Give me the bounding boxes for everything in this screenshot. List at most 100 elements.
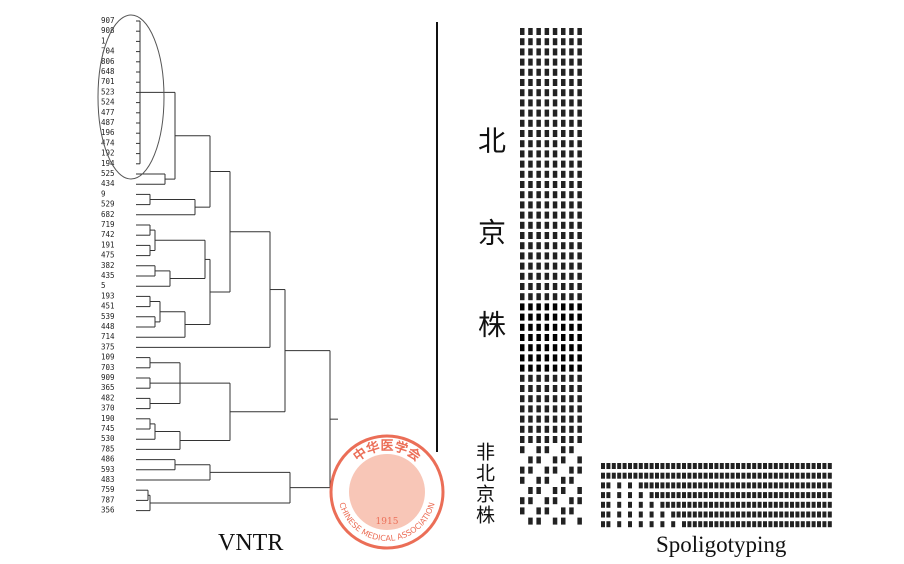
spoligo-dash: [725, 463, 729, 469]
spoligo-dash: [553, 222, 558, 229]
spoligo-dash: [553, 181, 558, 188]
spoligo-dash: [741, 482, 745, 488]
strain-label: 109: [101, 353, 115, 362]
non-beijing-label: 非北京株: [474, 442, 493, 526]
spoligo-dash: [736, 521, 740, 527]
spoligo-dash: [806, 521, 810, 527]
spoligo-dash: [650, 521, 654, 527]
spoligo-dash: [731, 492, 735, 498]
spoligo-dash: [806, 502, 810, 508]
spoligo-dash: [682, 473, 686, 479]
spoligo-dash: [536, 263, 541, 270]
spoligo-dash: [639, 521, 643, 527]
spoligo-dash: [752, 482, 756, 488]
spoligo-dash: [553, 497, 558, 504]
spoligo-dash: [633, 463, 637, 469]
spoligo-dash: [720, 512, 724, 518]
spoligo-dash: [528, 89, 533, 96]
strain-label: 191: [101, 240, 115, 249]
spoligo-dash: [520, 416, 525, 423]
spoligo-dash: [577, 273, 582, 280]
spoligo-dash: [709, 502, 713, 508]
spoligo-dash: [561, 150, 566, 157]
spoligo-dash: [704, 473, 708, 479]
spoligo-dash: [561, 38, 566, 45]
spoligo-dash: [520, 161, 525, 168]
spoligo-dash: [577, 28, 582, 35]
spoligo-dash: [660, 502, 664, 508]
spoligo-dash: [671, 502, 675, 508]
spoligo-dash: [528, 252, 533, 259]
spoligo-dash: [822, 512, 826, 518]
spoligo-dash: [606, 482, 610, 488]
spoligo-dash: [795, 521, 799, 527]
spoligo-dash: [606, 463, 610, 469]
spoligo-dash: [569, 212, 574, 219]
spoligo-dash: [520, 222, 525, 229]
spoligo-dash: [577, 99, 582, 106]
spoligo-dash: [763, 502, 767, 508]
spoligo-dash: [561, 365, 566, 372]
spoligo-dash: [569, 395, 574, 402]
spoligo-dash: [536, 426, 541, 433]
spoligo-dash: [709, 473, 713, 479]
spoligo-dash: [617, 482, 621, 488]
spoligo-dash: [569, 314, 574, 321]
spoligo-dash: [536, 446, 541, 453]
spoligo-dash: [795, 512, 799, 518]
spoligo-dash: [536, 79, 541, 86]
strain-label: 909: [101, 373, 115, 382]
spoligo-dash: [698, 482, 702, 488]
spoligo-dash: [545, 201, 550, 208]
spoligo-dash: [601, 502, 605, 508]
spoligo-dash: [520, 314, 525, 321]
spoligo-dash: [553, 303, 558, 310]
spoligo-dash: [561, 477, 566, 484]
spoligo-dash: [817, 512, 821, 518]
spoligo-dash: [545, 507, 550, 514]
spoligo-dash: [822, 492, 826, 498]
spoligo-dash: [545, 324, 550, 331]
spoligo-dash: [553, 99, 558, 106]
spoligo-dash: [704, 482, 708, 488]
spoligo-dash: [528, 59, 533, 66]
spoligo-dash: [545, 69, 550, 76]
spoligo-dash: [536, 232, 541, 239]
spoligo-dash: [671, 473, 675, 479]
spoligo-dash: [828, 492, 832, 498]
spoligo-dash: [528, 416, 533, 423]
spoligo-dash: [528, 110, 533, 117]
spoligo-dash: [666, 482, 670, 488]
spoligo-dash: [561, 28, 566, 35]
spoligo-dash: [747, 521, 751, 527]
strain-label: 745: [101, 424, 115, 433]
spoligo-dash: [545, 385, 550, 392]
spoligo-dash: [774, 512, 778, 518]
spoligo-dash: [569, 252, 574, 259]
spoligo-dash: [545, 283, 550, 290]
spoligo-dash: [528, 140, 533, 147]
spoligo-dash: [828, 463, 832, 469]
spoligo-dash: [561, 161, 566, 168]
spoligo-dash: [736, 512, 740, 518]
strain-label: 382: [101, 261, 115, 270]
spoligo-dash: [528, 232, 533, 239]
spoligo-dash: [520, 242, 525, 249]
spoligo-dash: [704, 512, 708, 518]
spoligo-dash: [606, 512, 610, 518]
spoligo-dash: [693, 502, 697, 508]
spoligo-dash: [553, 293, 558, 300]
spoligo-dash: [577, 201, 582, 208]
spoligo-dash: [650, 482, 654, 488]
spoligo-dash: [666, 502, 670, 508]
spoligo-dash: [545, 263, 550, 270]
spoligo-dash: [709, 492, 713, 498]
spoligo-dash: [612, 463, 616, 469]
spoligo-dash: [577, 354, 582, 361]
spoligo-dash: [569, 89, 574, 96]
spoligo-dash: [561, 191, 566, 198]
spoligo-dash: [795, 492, 799, 498]
spoligo-dash: [601, 463, 605, 469]
spoligo-dash: [536, 120, 541, 127]
spoligo-dash: [639, 492, 643, 498]
